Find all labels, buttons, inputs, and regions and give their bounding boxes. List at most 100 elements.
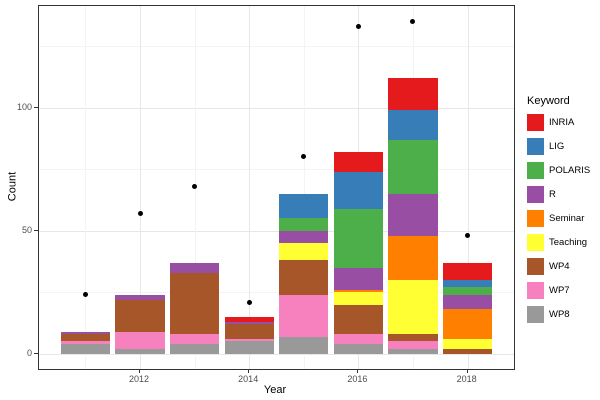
data-point-2016 bbox=[355, 23, 361, 29]
data-point-2013 bbox=[192, 183, 198, 189]
bar-segment-wp8-2013 bbox=[170, 343, 220, 354]
data-point-2018 bbox=[465, 233, 471, 239]
x-tick-label: 2018 bbox=[456, 374, 477, 384]
bar-segment-r-2018 bbox=[443, 294, 493, 310]
bar-segment-r-2012 bbox=[115, 294, 165, 300]
gridline-y-minor bbox=[39, 169, 514, 171]
legend-label-r: R bbox=[549, 189, 556, 200]
bar-segment-wp4-2016 bbox=[333, 304, 383, 335]
bar-segment-inria-2018 bbox=[443, 262, 493, 280]
bar-segment-seminar-2018 bbox=[443, 309, 493, 339]
legend-item-wp8: WP8 bbox=[527, 306, 599, 323]
x-axis-title: Year bbox=[263, 384, 287, 396]
legend-label-lig: LIG bbox=[549, 141, 565, 152]
bar-segment-lig-2018 bbox=[443, 279, 493, 288]
legend-swatch-polaris-icon bbox=[527, 162, 544, 179]
legend-item-teaching: Teaching bbox=[527, 234, 599, 251]
bar-segment-r-2015 bbox=[279, 230, 329, 243]
bar-segment-seminar-2016 bbox=[333, 289, 383, 293]
legend-label-wp7: WP7 bbox=[549, 285, 570, 296]
gridline-x-major bbox=[140, 6, 141, 369]
legend-item-lig: LIG bbox=[527, 138, 599, 155]
gridline-y-minor bbox=[39, 46, 514, 48]
legend-swatch-wp4-icon bbox=[527, 258, 544, 275]
bar-segment-wp4-2015 bbox=[279, 260, 329, 295]
bar-segment-teaching-2015 bbox=[279, 242, 329, 261]
bar-segment-r-2013 bbox=[170, 262, 220, 273]
bar-segment-r-2016 bbox=[333, 267, 383, 290]
bar-segment-wp7-2016 bbox=[333, 334, 383, 344]
legend-label-inria: INRIA bbox=[549, 117, 575, 128]
x-tick-label: 2016 bbox=[347, 374, 368, 384]
legend-label-wp4: WP4 bbox=[549, 261, 570, 272]
bar-segment-wp8-2015 bbox=[279, 336, 329, 354]
legend-swatch-wp8-icon bbox=[527, 306, 544, 323]
legend-swatch-teaching-icon bbox=[527, 234, 544, 251]
legend-swatch-inria-icon bbox=[527, 114, 544, 131]
legend: Keyword INRIA LIG POLARIS R Seminar Teaching W… bbox=[527, 95, 599, 330]
x-tick-label: 2014 bbox=[238, 374, 259, 384]
bar-segment-wp4-2012 bbox=[115, 299, 165, 332]
data-point-2012 bbox=[137, 210, 143, 216]
legend-item-polaris: POLARIS bbox=[527, 162, 599, 179]
x-tick bbox=[248, 369, 250, 373]
legend-swatch-r-icon bbox=[527, 186, 544, 203]
y-tick-label: 100 bbox=[16, 101, 32, 112]
legend-item-wp4: WP4 bbox=[527, 258, 599, 275]
y-axis-title: Count bbox=[6, 171, 19, 202]
legend-swatch-wp7-icon bbox=[527, 282, 544, 299]
bar-segment-wp4-2014 bbox=[224, 324, 274, 339]
legend-label-teaching: Teaching bbox=[549, 237, 588, 248]
bar-segment-wp8-2011 bbox=[60, 343, 110, 354]
gridline-x-major bbox=[467, 6, 469, 369]
bar-segment-wp8-2012 bbox=[115, 348, 165, 354]
legend-label-seminar: Seminar bbox=[549, 213, 585, 224]
bar-segment-wp8-2014 bbox=[224, 341, 274, 354]
bar-segment-wp4-2017 bbox=[388, 334, 438, 342]
bar-segment-wp4-2018 bbox=[443, 348, 493, 354]
gridline-x-major bbox=[249, 6, 251, 369]
bar-segment-wp7-2012 bbox=[115, 331, 165, 349]
x-tick bbox=[466, 369, 468, 373]
legend-item-wp7: WP7 bbox=[527, 282, 599, 299]
bar-segment-r-2011 bbox=[60, 331, 110, 335]
bar-segment-polaris-2018 bbox=[443, 287, 493, 295]
bar-segment-wp4-2013 bbox=[170, 272, 220, 335]
data-point-2014 bbox=[246, 299, 252, 305]
gridline-y-major bbox=[39, 353, 514, 355]
legend-item-inria: INRIA bbox=[527, 114, 599, 131]
gridline-x-minor bbox=[303, 6, 305, 369]
legend-item-r: R bbox=[527, 186, 599, 203]
bar-segment-seminar-2017 bbox=[388, 235, 438, 280]
y-tick-label: 50 bbox=[21, 224, 32, 235]
bar-segment-teaching-2016 bbox=[333, 292, 383, 305]
bar-segment-wp4-2011 bbox=[60, 334, 110, 342]
bar-segment-polaris-2015 bbox=[279, 218, 329, 231]
data-point-2015 bbox=[301, 154, 307, 160]
y-tick-label: 0 bbox=[26, 347, 32, 358]
bar-segment-r-2017 bbox=[388, 193, 438, 236]
bar-segment-wp7-2013 bbox=[170, 334, 220, 344]
bar-segment-lig-2016 bbox=[333, 171, 383, 209]
gridline-y-major bbox=[39, 107, 514, 109]
bar-segment-teaching-2018 bbox=[443, 338, 493, 349]
bar-segment-wp8-2016 bbox=[333, 343, 383, 354]
x-tick bbox=[357, 369, 359, 373]
gridline-y-major bbox=[39, 230, 514, 232]
plot-panel bbox=[38, 5, 515, 370]
data-point-2017 bbox=[410, 19, 416, 24]
bar-segment-polaris-2017 bbox=[388, 139, 438, 194]
bar-segment-wp7-2015 bbox=[279, 294, 329, 337]
gridline-x-minor bbox=[85, 6, 87, 369]
legend-items: INRIA LIG POLARIS R Seminar Teaching WP4 WP7 WP8 bbox=[527, 114, 599, 323]
legend-swatch-lig-icon bbox=[527, 138, 544, 155]
legend-label-wp8: WP8 bbox=[549, 309, 570, 320]
bar-segment-inria-2016 bbox=[333, 151, 383, 172]
data-point-2011 bbox=[82, 292, 88, 298]
bar-segment-r-2014 bbox=[224, 321, 274, 325]
bar-segment-lig-2015 bbox=[279, 193, 329, 219]
legend-label-polaris: POLARIS bbox=[549, 165, 591, 176]
x-tick bbox=[139, 369, 140, 373]
bar-segment-inria-2014 bbox=[224, 316, 274, 322]
